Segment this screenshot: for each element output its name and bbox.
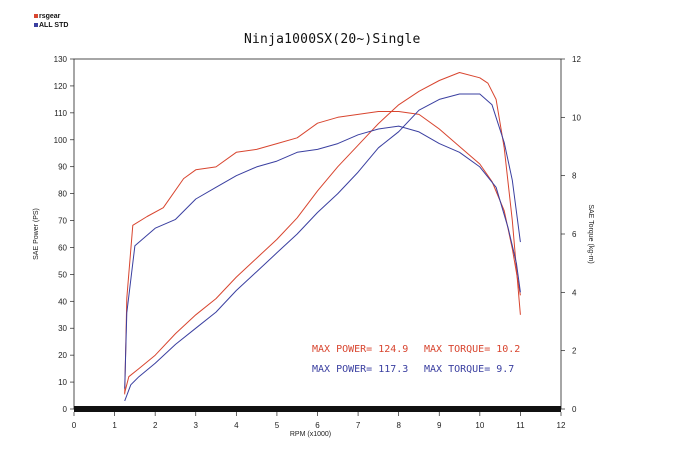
series-line-rsgear-power bbox=[124, 72, 521, 393]
y-tick-label: 110 bbox=[54, 109, 67, 118]
y2-axis-label: SAE Torque (kg-m) bbox=[587, 204, 594, 263]
y2-tick-label: 8 bbox=[572, 172, 577, 181]
x-tick-label: 11 bbox=[516, 421, 525, 430]
annotation-rsgear-max-power: MAX POWER= 124.9 bbox=[312, 344, 409, 355]
y-tick-label: 60 bbox=[58, 243, 67, 252]
y-tick-label: 30 bbox=[58, 324, 67, 333]
x-tick-label: 1 bbox=[112, 421, 117, 430]
annotation-std-max-power: MAX POWER= 117.3 bbox=[312, 364, 409, 375]
legend-label-rsgear: rsgear bbox=[39, 13, 61, 20]
legend-swatch-rsgear bbox=[34, 14, 38, 19]
x-tick-label: 10 bbox=[475, 421, 484, 430]
y-tick-label: 70 bbox=[58, 217, 67, 226]
x-tick-label: 3 bbox=[194, 421, 199, 430]
x-tick-label: 8 bbox=[396, 421, 401, 430]
y-tick-label: 0 bbox=[63, 405, 68, 414]
x-axis-bar bbox=[74, 406, 561, 412]
x-tick-label: 5 bbox=[275, 421, 280, 430]
y-tick-label: 130 bbox=[54, 55, 68, 64]
y-tick-label: 120 bbox=[54, 82, 68, 91]
x-tick-label: 0 bbox=[72, 421, 77, 430]
legend-item-rsgear: rsgear bbox=[34, 13, 60, 21]
y-tick-label: 90 bbox=[58, 163, 67, 172]
series-line-all-std-power bbox=[124, 93, 521, 402]
y-tick-label: 40 bbox=[58, 297, 67, 306]
y-tick-label: 10 bbox=[58, 378, 67, 387]
y2-tick-label: 10 bbox=[572, 113, 581, 122]
legend-item-all-std: ALL STD bbox=[34, 22, 68, 30]
x-tick-label: 4 bbox=[234, 421, 239, 430]
series-line-rsgear-torque bbox=[124, 111, 521, 395]
y2-tick-label: 12 bbox=[572, 55, 581, 64]
y-tick-label: 80 bbox=[58, 190, 67, 199]
annotation-std-max-torque: MAX TORQUE= 9.7 bbox=[424, 364, 515, 375]
x-tick-label: 6 bbox=[315, 421, 320, 430]
x-tick-label: 7 bbox=[356, 421, 361, 430]
x-tick-label: 2 bbox=[153, 421, 158, 430]
x-tick-label: 12 bbox=[557, 421, 566, 430]
x-tick-label: 9 bbox=[437, 421, 442, 430]
y-tick-label: 50 bbox=[58, 270, 67, 279]
chart-title: Ninja1000SX(20~)Single bbox=[244, 32, 421, 47]
y2-tick-label: 0 bbox=[572, 405, 577, 414]
y-axis-label: SAE Power (PS) bbox=[33, 208, 40, 260]
plot-frame bbox=[73, 58, 562, 410]
x-axis-label: RPM (x1000) bbox=[290, 431, 331, 438]
legend-label-all-std: ALL STD bbox=[39, 22, 69, 29]
legend-swatch-all-std bbox=[34, 23, 38, 28]
y-tick-label: 100 bbox=[54, 136, 68, 145]
annotation-rsgear-max-torque: MAX TORQUE= 10.2 bbox=[424, 344, 521, 355]
y2-tick-label: 2 bbox=[572, 347, 577, 356]
series-line-all-std-torque bbox=[124, 125, 521, 389]
y2-tick-label: 4 bbox=[572, 288, 577, 297]
y2-tick-label: 6 bbox=[572, 230, 577, 239]
y-tick-label: 20 bbox=[58, 351, 67, 360]
